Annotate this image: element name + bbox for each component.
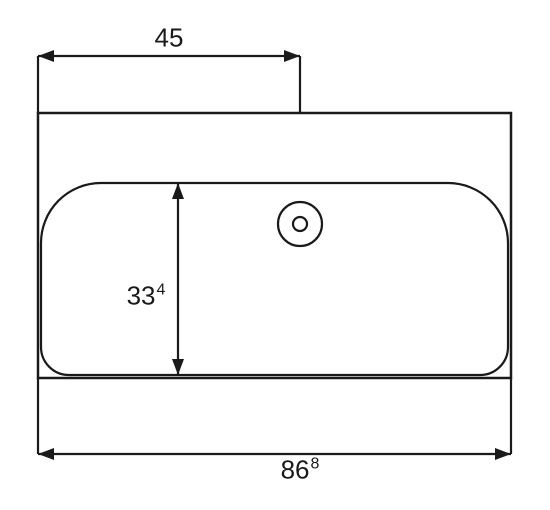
dimension-label-height-33: 334 xyxy=(127,281,166,312)
tap-hole-inner xyxy=(293,217,307,231)
dimension-label-width-45: 45 xyxy=(155,23,184,54)
dimension-label-width-86: 868 xyxy=(281,455,320,486)
tap-hole-outer xyxy=(278,202,322,246)
drawing-svg xyxy=(0,0,550,510)
technical-drawing: 45 868 334 xyxy=(0,0,550,510)
outer-rect xyxy=(38,113,511,378)
basin-outline xyxy=(41,183,508,375)
